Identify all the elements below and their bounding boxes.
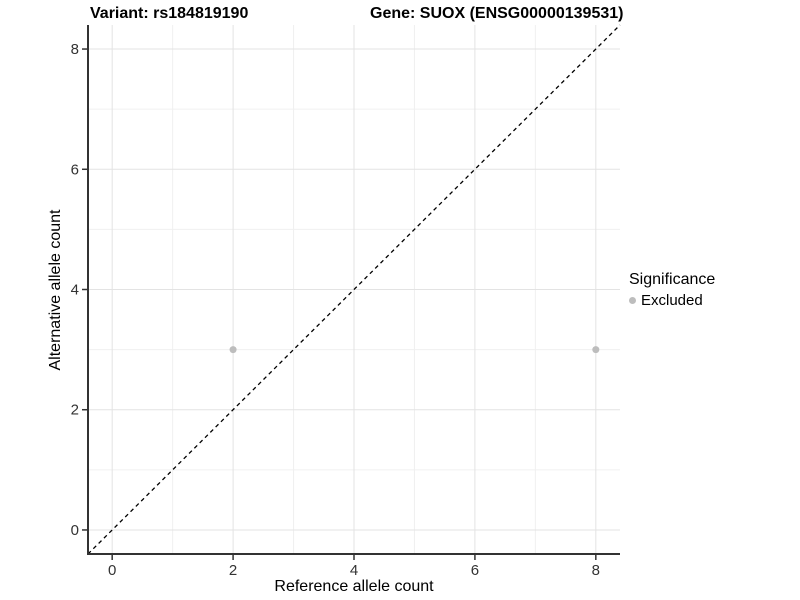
- legend-item: Excluded: [629, 292, 715, 309]
- legend-item-label: Excluded: [641, 292, 703, 309]
- x-tick-label: 8: [592, 562, 600, 579]
- y-tick-label: 4: [71, 282, 79, 299]
- legend-title: Significance: [629, 271, 716, 288]
- y-tick-label: 6: [71, 161, 79, 178]
- gene-title: Gene: SUOX (ENSG00000139531): [370, 5, 624, 22]
- plot-title: Variant: rs184819190 Gene: SUOX (ENSG000…: [0, 5, 800, 25]
- x-axis-title: Reference allele count: [274, 578, 434, 595]
- x-tick-label: 0: [108, 562, 116, 579]
- identity-dashed-line: [87, 24, 621, 555]
- y-axis-title: Alternative allele count: [47, 209, 64, 371]
- x-tick-label: 4: [350, 562, 358, 579]
- data-point-excluded: [592, 346, 600, 354]
- x-tick-label: 6: [471, 562, 479, 579]
- y-tick-label: 2: [71, 402, 79, 419]
- legend-point-swatch: [629, 297, 636, 304]
- y-tick-label: 8: [71, 41, 79, 58]
- legend: Significance Excluded: [629, 271, 715, 309]
- x-tick-label: 2: [229, 562, 237, 579]
- variant-title: Variant: rs184819190: [90, 5, 249, 22]
- y-tick-label: 0: [71, 522, 79, 539]
- legend-items: Excluded: [629, 292, 715, 309]
- data-point-excluded: [229, 346, 237, 354]
